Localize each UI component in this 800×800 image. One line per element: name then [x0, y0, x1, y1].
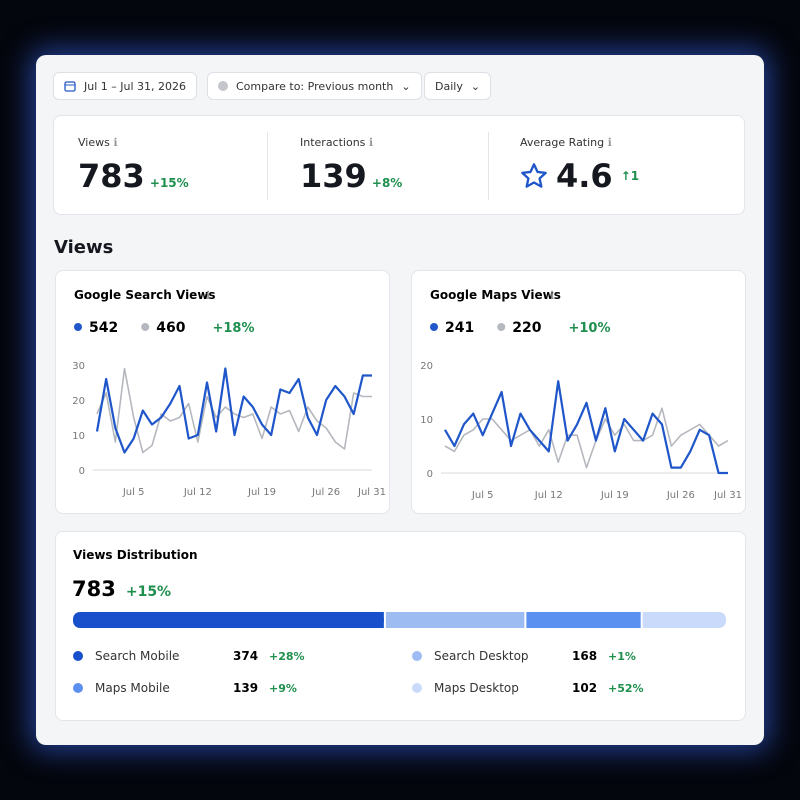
interval-label: Daily	[435, 79, 463, 93]
y-tick-label: 10	[420, 415, 433, 426]
legend-value: 139	[233, 681, 258, 695]
star-icon	[521, 163, 547, 188]
legend-name: Search Mobile	[95, 649, 179, 663]
y-tick-label: 20	[72, 396, 85, 407]
distribution-title: Views Distribution	[73, 548, 198, 562]
x-tick-label: Jul 26	[666, 490, 695, 501]
info-icon: ℹ	[206, 289, 210, 302]
legend-dot	[412, 651, 422, 661]
y-tick-label: 10	[72, 431, 85, 442]
legend-dot	[430, 323, 438, 331]
x-tick-label: Jul 12	[183, 487, 212, 498]
series-line	[96, 367, 372, 454]
y-tick-label: 30	[72, 361, 85, 372]
legend-name: Search Desktop	[434, 649, 529, 663]
chart-title: Google Search Views	[74, 288, 216, 302]
kpi-label: Views ℹ	[78, 136, 118, 149]
legend-label: 460	[156, 320, 185, 336]
x-tick-label: Jul 5	[471, 490, 494, 501]
distribution-segment	[526, 612, 641, 628]
segment-fill	[642, 612, 719, 628]
x-tick-label: Jul 19	[247, 487, 276, 498]
chevron: ⌄	[401, 79, 411, 93]
legend-value: 374	[233, 649, 258, 663]
kpi: Average Rating ℹ 4.6 ↑1	[520, 136, 639, 195]
compare-dot	[218, 81, 228, 91]
kpi-label: Average Rating ℹ	[520, 136, 612, 149]
y-tick-label: 0	[427, 469, 433, 480]
segment-fill	[80, 612, 384, 628]
legend-change: +28%	[269, 650, 305, 663]
kpi-label-text: Views	[78, 136, 110, 149]
x-tick-label: Jul 19	[600, 490, 629, 501]
kpi: Interactions ℹ 139 +8%	[300, 136, 402, 195]
y-tick-label: 20	[420, 361, 433, 372]
legend-dot	[141, 323, 150, 331]
calendar-icon	[64, 81, 76, 92]
series-line	[444, 407, 729, 469]
legend-name: Maps Desktop	[434, 681, 519, 695]
compare-label: Compare to: Previous month	[236, 79, 394, 93]
kpi-label-text: Average Rating	[520, 136, 605, 149]
legend-change: +52%	[608, 682, 644, 695]
legend-dot	[412, 683, 422, 693]
kpi-label: Interactions ℹ	[300, 136, 374, 149]
legend-dot	[73, 651, 83, 661]
x-tick-label: Jul 31	[713, 490, 742, 501]
series-line	[444, 380, 728, 475]
kpi-value: 139	[300, 157, 367, 195]
kpi-change: ↑1	[620, 169, 640, 183]
distribution-total: 783	[72, 577, 116, 601]
section-title: Views	[54, 237, 114, 258]
distribution-segment	[385, 612, 525, 628]
x-tick-label: Jul 31	[357, 487, 386, 498]
legend-name: Maps Mobile	[95, 681, 170, 695]
kpi-value: 783	[78, 157, 145, 195]
kpi-value: 4.6	[556, 157, 613, 195]
chart-change: +10%	[568, 321, 610, 336]
info-icon: ℹ	[550, 289, 554, 302]
kpi-change: +8%	[371, 176, 403, 190]
x-tick-label: Jul 26	[311, 487, 340, 498]
date-range: Jul 1 – Jul 31, 2026	[84, 79, 187, 93]
chart-change: +18%	[212, 321, 254, 336]
distribution-change: +15%	[126, 584, 171, 600]
x-tick-label: Jul 12	[534, 490, 563, 501]
interval-filter[interactable]: Daily ⌄	[424, 72, 492, 100]
legend-dot	[74, 323, 82, 331]
legend-change: +1%	[608, 650, 636, 663]
legend-value: 168	[572, 649, 597, 663]
legend-dot	[73, 683, 83, 693]
x-tick-label: Jul 5	[122, 487, 145, 498]
date-filter[interactable]: Jul 1 – Jul 31, 2026	[53, 72, 198, 100]
chart-title: Google Maps Views	[430, 288, 561, 302]
kpi-card: Views ℹ 783 +15% Interactions ℹ 139 +8% Av…	[53, 115, 745, 215]
kpi-change: +15%	[149, 176, 189, 190]
series-line	[95, 367, 372, 454]
y-tick-label: 0	[79, 466, 85, 477]
kpi-label-text: Interactions	[300, 136, 366, 149]
legend-dot	[497, 323, 506, 331]
legend-label: 220	[512, 320, 541, 336]
legend-change: +9%	[269, 682, 297, 695]
chevron: ⌄	[470, 79, 481, 93]
legend-value: 102	[572, 681, 597, 695]
legend-label: 241	[445, 320, 474, 336]
kpi: Views ℹ 783 +15%	[78, 136, 189, 195]
legend-label: 542	[89, 320, 118, 336]
dashboard: Jul 1 – Jul 31, 2026 Compare to: Previou…	[36, 55, 764, 745]
compare-filter[interactable]: Compare to: Previous month ⌄	[207, 72, 422, 100]
